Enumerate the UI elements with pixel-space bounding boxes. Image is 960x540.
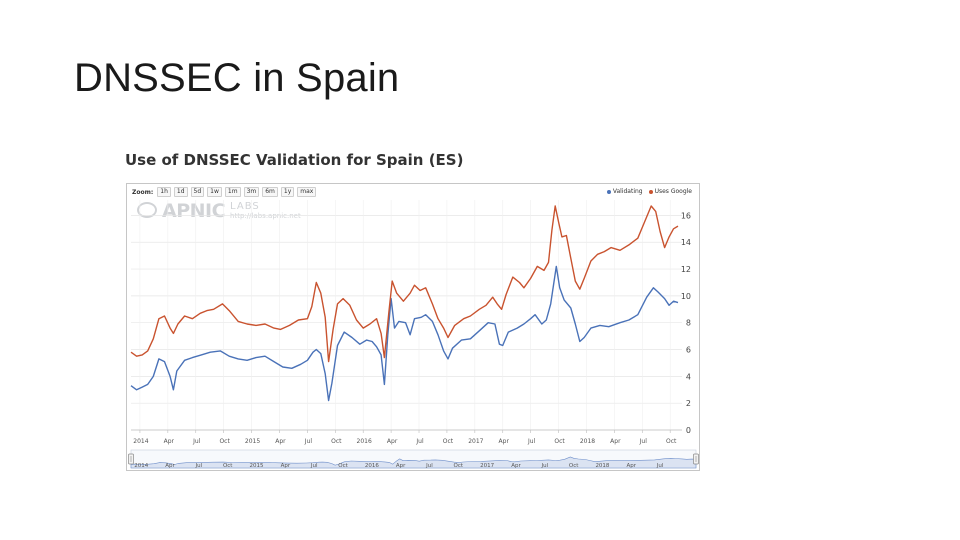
y-tick-label: 14 [681,238,691,247]
apnic-watermark: APNIC LABS http://labs.apnic.net [137,200,301,222]
x-tick-label: 2015 [245,438,260,445]
navigator-tick-label: Apr [165,463,175,469]
x-tick-label: Apr [499,438,510,445]
navigator-tick-label: Jul [540,463,548,469]
zoom-bar: Zoom: 1h 1d 5d 1w 1m 3m 6m 1y max [132,187,317,197]
zoom-button-1y[interactable]: 1y [280,187,295,197]
navigator-tick-label: Oct [454,463,464,469]
x-tick-label: Oct [666,438,677,445]
y-tick-label: 12 [681,265,691,274]
navigator-tick-label: 2018 [595,463,609,469]
y-tick-label: 4 [686,372,691,381]
x-tick-label: 2014 [133,438,148,445]
x-tick-label: 2017 [468,438,483,445]
zoom-button-1d[interactable]: 1d [173,187,188,197]
zoom-button-1w[interactable]: 1w [207,187,222,197]
navigator-tick-label: Oct [569,463,579,469]
chart-frame [126,183,700,471]
navigator-tick-label: 2015 [250,463,264,469]
x-tick-label: 2018 [580,438,595,445]
x-tick-label: Oct [219,438,230,445]
x-tick-label: Apr [275,438,286,445]
navigator-tick-label: 2016 [365,463,379,469]
x-tick-label: Jul [304,438,313,445]
chart-legend: Validating Uses Google [606,188,692,195]
legend-item-uses-google[interactable]: Uses Google [648,188,692,195]
navigator-tick-label: Apr [511,463,521,469]
navigator-tick-label: Oct [338,463,348,469]
navigator-tick-label: Apr [627,463,637,469]
watermark-url: http://labs.apnic.net [230,212,301,220]
zoom-label: Zoom: [132,188,154,196]
navigator-tick-label: Apr [396,463,406,469]
legend-item-validating[interactable]: Validating [606,188,643,195]
apnic-logo-icon [137,202,157,218]
navigator-tick-label: Jul [425,463,433,469]
watermark-labs: LABS [230,201,260,212]
legend-marker-uses-google [648,189,653,194]
x-tick-label: Apr [164,438,175,445]
navigator-tick-label: Oct [223,463,233,469]
navigator-tick-label: Jul [195,463,203,469]
zoom-button-5d[interactable]: 5d [190,187,205,197]
zoom-button-1m[interactable]: 1m [224,187,241,197]
legend-marker-validating [606,189,611,194]
y-tick-label: 16 [681,211,691,220]
series-line-uses-google [130,205,679,363]
y-tick-label: 0 [686,426,691,435]
navigator-tick-label: Jul [656,463,664,469]
x-tick-label: Jul [639,438,648,445]
x-tick-label: Jul [527,438,536,445]
legend-label-uses-google: Uses Google [654,188,692,195]
slide-title: DNSSEC in Spain [74,56,400,100]
zoom-button-6m[interactable]: 6m [262,187,278,197]
x-tick-label: Oct [554,438,565,445]
navigator-tick-label: 2014 [134,463,148,469]
zoom-button-1h[interactable]: 1h [157,187,171,197]
navigator-series-area [130,456,697,469]
x-tick-label: Oct [331,438,342,445]
zoom-button-max[interactable]: max [297,187,317,197]
x-tick-label: 2016 [357,438,372,445]
x-tick-label: Apr [387,438,398,445]
navigator-tick-label: Apr [281,463,291,469]
y-tick-label: 6 [686,346,691,355]
y-tick-label: 2 [686,399,691,408]
zoom-button-3m[interactable]: 3m [243,187,260,197]
series-line-validating [130,265,679,402]
navigator-tick-label: Jul [310,463,318,469]
x-tick-label: Jul [415,438,424,445]
x-tick-label: Apr [610,438,621,445]
watermark-sub: LABS http://labs.apnic.net [230,201,301,220]
x-tick-label: Jul [192,438,201,445]
legend-label-validating: Validating [612,188,643,195]
chart-title: Use of DNSSEC Validation for Spain (ES) [125,151,464,169]
y-tick-label: 8 [686,319,691,328]
navigator-tick-label: 2017 [480,463,494,469]
x-tick-label: Oct [443,438,454,445]
watermark-brand: APNIC [162,200,226,222]
y-tick-label: 10 [681,292,691,301]
